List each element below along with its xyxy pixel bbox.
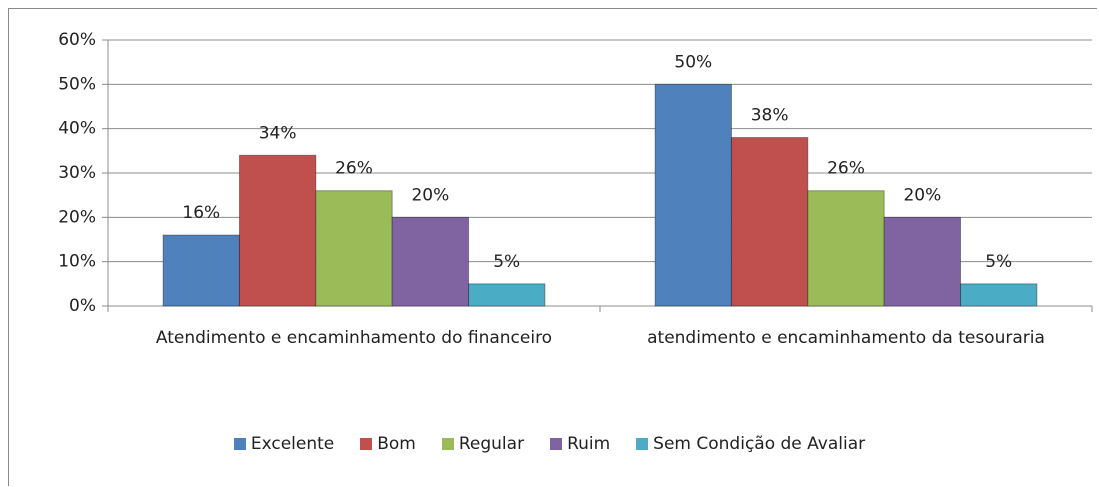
chart-border: [8, 8, 1097, 486]
legend: Excelente Bom Regular Ruim Sem Condição de A…: [0, 434, 1099, 454]
y-tick-label: 20%: [58, 207, 96, 227]
y-tick-label: 40%: [58, 119, 96, 139]
bar: [654, 83, 732, 307]
legend-item: Regular: [441, 434, 525, 454]
x-tick-label: Atendimento e encaminhamento do financei…: [155, 328, 553, 348]
value-label: 16%: [182, 203, 220, 223]
value-label: 26%: [335, 159, 373, 179]
bar: [730, 137, 809, 307]
value-label: 50%: [674, 52, 712, 72]
value-label: 20%: [903, 185, 941, 205]
bar: [468, 283, 546, 307]
bar: [883, 216, 962, 307]
value-label: 5%: [493, 252, 520, 272]
legend-label: Ruim: [567, 434, 611, 454]
legend-swatch: [441, 438, 454, 450]
bar: [391, 216, 470, 307]
value-label: 26%: [827, 159, 865, 179]
value-label: 20%: [411, 185, 449, 205]
legend-swatch: [636, 438, 649, 450]
bar: [960, 283, 1038, 307]
value-label: 5%: [985, 252, 1012, 272]
value-label: 38%: [751, 106, 789, 126]
bar: [807, 190, 885, 307]
y-tick-label: 0%: [69, 296, 96, 316]
legend-item: Excelente: [233, 434, 335, 454]
y-tick-label: 60%: [58, 30, 96, 50]
legend-swatch: [233, 438, 246, 450]
legend-swatch: [360, 438, 373, 450]
x-tick-label: atendimento e encaminhamento da tesourar…: [647, 328, 1045, 348]
y-tick-label: 50%: [58, 74, 96, 94]
value-label: 34%: [259, 123, 297, 143]
legend-label: Excelente: [250, 434, 335, 454]
legend-swatch: [550, 438, 563, 450]
legend-item: Bom: [360, 434, 416, 454]
bar: [238, 154, 317, 307]
bar: [162, 234, 240, 307]
bar: [315, 190, 393, 307]
legend-label: Sem Condição de Avaliar: [653, 434, 866, 454]
y-tick-label: 30%: [58, 163, 96, 183]
y-tick-label: 10%: [58, 252, 96, 272]
legend-item: Sem Condição de Avaliar: [636, 434, 865, 454]
legend-label: Regular: [458, 434, 525, 454]
legend-label: Bom: [377, 434, 416, 454]
legend-item: Ruim: [550, 434, 610, 454]
